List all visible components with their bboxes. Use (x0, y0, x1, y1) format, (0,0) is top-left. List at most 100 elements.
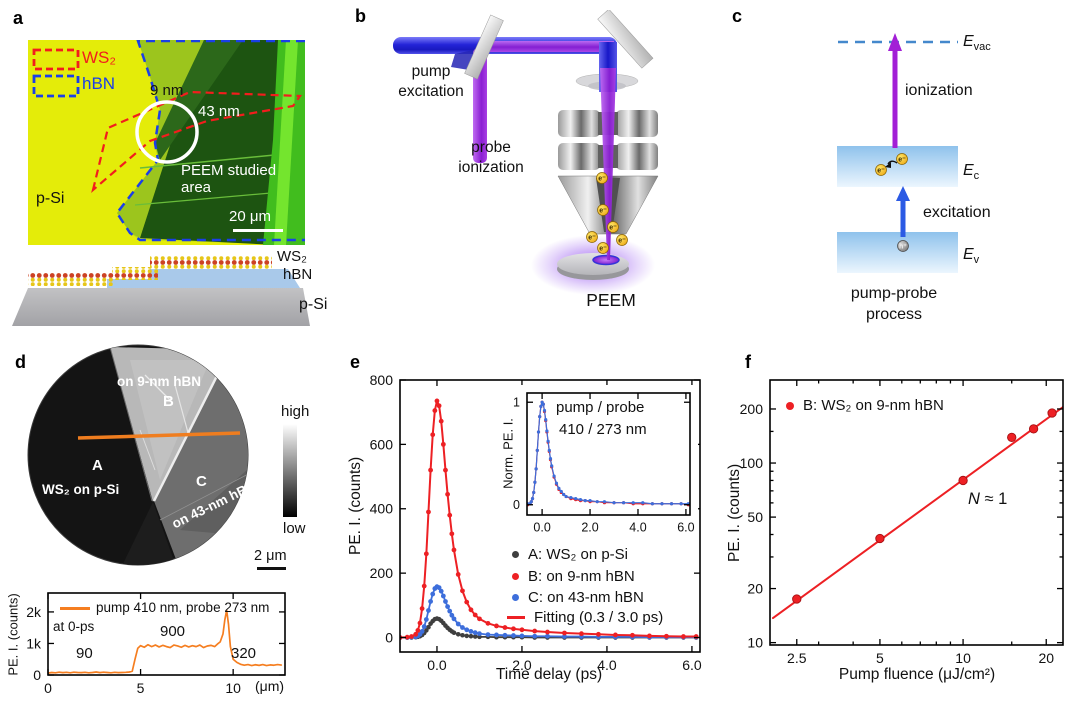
svg-text:1: 1 (513, 396, 520, 410)
electron-label: e⁻ (599, 246, 607, 253)
f-fluence-chart: 2.5 5 10 20 10 20 50 100 200 (740, 379, 1064, 666)
svg-text:400: 400 (370, 501, 394, 517)
f-annotation-n: N (968, 490, 980, 508)
e-legend-row-c: C: on 43-nm hBN (512, 589, 644, 606)
excitation-arrow-head (896, 186, 910, 201)
optics-ring1-left (558, 110, 600, 137)
panel-letter-a: a (13, 8, 24, 28)
electron-icon (616, 234, 628, 246)
d-ann-320: 320 (231, 645, 257, 662)
svg-text:6.0: 6.0 (682, 657, 702, 673)
label-9nm: 9 nm (150, 82, 184, 99)
ionization-label: ionization (905, 82, 973, 99)
d-profile-legend-line (60, 607, 90, 610)
optics-ring2-right (616, 143, 658, 170)
legend-dot-a (512, 551, 519, 558)
svg-text:2.0: 2.0 (512, 657, 532, 673)
svg-text:0.0: 0.0 (533, 521, 550, 535)
region-b-annotation: on 9-nm hBN (117, 374, 201, 389)
cross-ws2-seg2 (112, 267, 158, 280)
svg-text:0: 0 (33, 667, 41, 683)
svg-text:6.0: 6.0 (677, 521, 694, 535)
electron-label: e⁻ (898, 157, 906, 164)
svg-text:10: 10 (747, 635, 763, 651)
panel-b-schematic: e⁻ e⁻ e⁻ e⁻ e⁻ e⁻ (393, 10, 659, 295)
svg-text:200: 200 (740, 401, 764, 417)
sample-disk (557, 253, 629, 275)
ab-boundary-line (109, 346, 153, 502)
d-ann-900: 900 (160, 623, 186, 640)
relaxation-arrow (887, 160, 898, 165)
electron-icon (607, 221, 619, 233)
svg-text:0.0: 0.0 (427, 657, 447, 673)
ec-label: Ec (963, 162, 979, 183)
svg-text:800: 800 (370, 372, 394, 388)
hbn-thick-dark-flake (140, 40, 280, 245)
relaxation-arrow-head (885, 162, 891, 168)
region-b-highlight (130, 360, 210, 480)
scalebar-20um-label: 20 μm (229, 208, 271, 225)
panel-c-energy-diagram: e⁻ e⁻ h⁺ (837, 33, 958, 273)
legend-dot-c (512, 594, 519, 601)
svg-text:1k: 1k (26, 635, 42, 651)
probe-label-line2: ionization (458, 159, 524, 176)
steering-mirror (597, 10, 654, 69)
svg-text:5: 5 (137, 680, 145, 696)
electron-icon (596, 172, 608, 184)
e-xlabel: Time delay (ps) (495, 666, 603, 683)
cross-ws2-seg3 (150, 256, 272, 269)
svg-text:50: 50 (747, 509, 763, 525)
panel-a-micrograph (28, 40, 305, 245)
electron-icon (896, 153, 908, 165)
peem-label: PEEM (586, 290, 636, 310)
electron-icon (597, 242, 609, 254)
electron-icon (597, 204, 609, 216)
d-profile-ylabel: PE. I. (counts) (5, 593, 21, 676)
e-legend-row-b: B: on 9-nm hBN (512, 568, 635, 585)
evac-subscript: vac (973, 41, 991, 54)
hole-label: h⁺ (899, 244, 907, 251)
electron-label: e⁻ (598, 176, 606, 183)
region-b-streak (174, 384, 191, 441)
laser-spot (592, 254, 620, 266)
ws2-legend-swatch (32, 48, 80, 71)
ws2-dashed-outline (91, 90, 303, 194)
ev-subscript: v (973, 254, 980, 267)
region-c-line (159, 469, 248, 521)
e-inset-title-line1: pump / probe (556, 399, 645, 416)
electron-icon (875, 164, 887, 176)
legend-label-c: C: on 43-nm hBN (528, 589, 644, 606)
electron-label: e⁻ (588, 235, 596, 242)
electron-icon (586, 231, 598, 243)
legend-line-fit (507, 615, 525, 620)
panel-letter-d: d (15, 352, 26, 372)
ev-symbol: E (963, 246, 974, 263)
ec-symbol: E (963, 162, 974, 179)
ec-subscript: c (973, 170, 980, 183)
d-ann-90: 90 (76, 645, 93, 662)
e-ylabel: PE. I. (counts) (347, 456, 365, 556)
f-legend-label: B: WS₂ on 9-nm hBN (803, 397, 944, 414)
colorbar-low-label: low (283, 520, 306, 537)
panel-letter-b: b (355, 6, 366, 26)
region-a-letter: A (92, 457, 103, 474)
svg-text:5: 5 (876, 650, 884, 666)
ionization-arrow-head (888, 33, 902, 51)
scalebar-20um (233, 229, 283, 232)
legend-label-a: A: WS₂ on p-Si (528, 546, 629, 563)
svg-text:2k: 2k (26, 604, 42, 620)
e-time-delay-chart: 0.0 2.0 4.0 6.0 0 200 400 600 800 (370, 372, 702, 673)
region-c-letter: C (196, 473, 207, 490)
svg-text:4.0: 4.0 (597, 657, 617, 673)
svg-text:0: 0 (513, 498, 520, 512)
region-b-streak (144, 374, 171, 401)
ws2-legend-label: WS₂ (82, 48, 116, 67)
cross-ws2-label: WS₂ (277, 248, 307, 265)
cross-hbn-thick (150, 269, 300, 288)
d-x-unit-label: (μm) (255, 678, 285, 694)
legend-label-fit: Fitting (0.3 / 3.0 ps) (534, 609, 664, 626)
scalebar-2um-label: 2 μm (254, 548, 287, 564)
bright-green-stripe (274, 40, 298, 245)
peem-area-label: PEEM studied area (181, 162, 276, 197)
combined-beam (482, 41, 614, 52)
